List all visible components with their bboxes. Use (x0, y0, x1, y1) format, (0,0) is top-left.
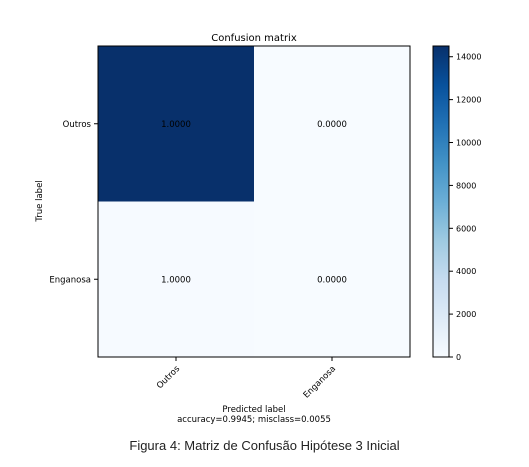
accuracy-subtitle: accuracy=0.9945; misclass=0.0055 (177, 415, 331, 425)
figure-caption: Figura 4: Matriz de Confusão Hipótese 3 … (129, 438, 400, 453)
colorbar-ticks: 0 2000 4000 6000 8000 10000 12000 14000 (449, 53, 481, 362)
x-tick-label: Enganosa (302, 364, 338, 400)
colorbar-tick-label: 10000 (456, 139, 481, 148)
heatmap-cell (98, 201, 254, 357)
heatmap-cell-label: 0.0000 (317, 120, 347, 130)
chart-title: Confusion matrix (211, 33, 297, 44)
y-axis-ticks: Outros Enganosa (49, 120, 98, 285)
confusion-matrix-figure: Confusion matrix 1.0000 0.0000 1.0000 0.000… (35, 33, 481, 425)
heatmap-cell (254, 46, 410, 202)
y-tick-label: Enganosa (49, 275, 91, 285)
colorbar-tick-label: 14000 (456, 53, 481, 62)
plot-frame (97, 45, 411, 358)
heatmap-cell (254, 201, 410, 357)
colorbar-tick-label: 4000 (456, 267, 476, 276)
y-tick-label: Outros (63, 120, 92, 130)
heatmap-cell-label: 1.0000 (161, 120, 191, 130)
colorbar-tick-label: 2000 (456, 310, 476, 319)
colorbar-tick-label: 6000 (456, 224, 476, 233)
heatmap-cells (98, 46, 410, 357)
heatmap-cell-labels: 1.0000 0.0000 1.0000 0.0000 (161, 120, 347, 286)
heatmap-cell (98, 46, 254, 202)
y-axis-label: True label (35, 180, 45, 222)
x-tick-label: Outros (155, 364, 183, 392)
colorbar-tick-label: 0 (456, 353, 461, 362)
colorbar-tick-label: 8000 (456, 181, 476, 190)
colorbar-tick-label: 12000 (456, 96, 481, 105)
x-axis-label: Predicted label (222, 405, 285, 415)
heatmap-cell-label: 0.0000 (317, 275, 347, 285)
colorbar (432, 45, 450, 358)
heatmap-cell-label: 1.0000 (161, 275, 191, 285)
x-axis-ticks: Outros Enganosa (155, 357, 338, 401)
